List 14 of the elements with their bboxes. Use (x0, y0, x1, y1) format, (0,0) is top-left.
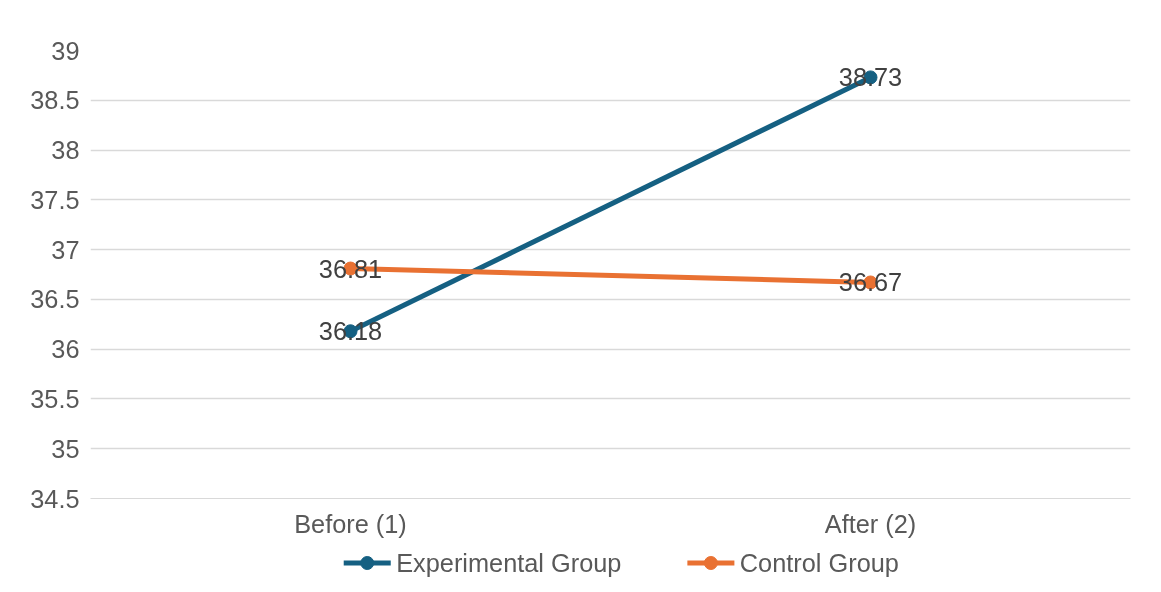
y-tick-label: 37 (51, 235, 80, 264)
y-tick-label: 34.5 (30, 484, 80, 513)
x-tick-label: Before (1) (294, 509, 407, 538)
y-tick-label: 36.5 (30, 285, 80, 314)
y-tick-label: 35.5 (30, 384, 80, 413)
x-tick-label: After (2) (824, 509, 917, 538)
y-tick-label: 38.5 (30, 86, 80, 115)
legend-label: Control Group (739, 549, 899, 577)
legend-label: Experimental Group (396, 549, 622, 577)
y-tick-label: 35 (51, 434, 80, 463)
y-tick-label: 36 (51, 335, 80, 364)
y-tick-label: 39 (51, 36, 80, 65)
y-tick-label: 37.5 (30, 185, 80, 214)
y-tick-label: 38 (51, 136, 80, 165)
